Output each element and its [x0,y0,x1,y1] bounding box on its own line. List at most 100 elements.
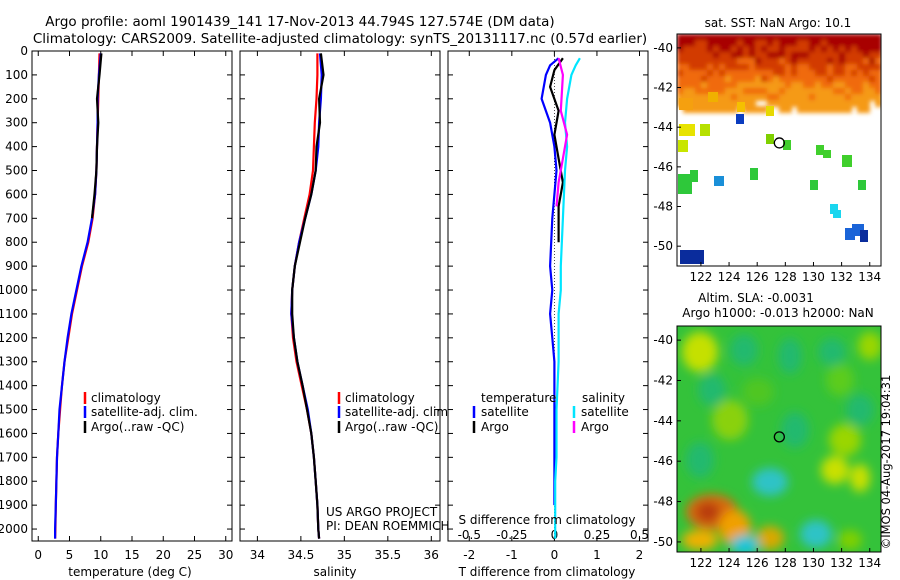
map-y-tick-label: -40 [653,41,673,55]
sst-cell [791,100,798,107]
sst-cell [719,64,726,71]
sst-cell [737,40,744,47]
map-y-tick-label: -44 [653,414,673,428]
sst-cell [767,46,774,53]
sst-cell [851,34,858,41]
sst-cell [689,88,696,95]
sst-cell [677,40,684,47]
sst-cell [707,52,714,59]
sst-cell [857,76,864,83]
sst-cell [845,40,852,47]
sla-blob [781,412,809,448]
sst-cell [707,88,714,95]
sst-patch [860,230,868,242]
sst-cell [677,94,684,101]
difference-legend: temperature salinity satellite Argo sate… [472,391,629,434]
sst-cell [713,46,720,53]
sla-blob [698,374,726,406]
sst-cell [815,46,822,53]
sst-cell [839,52,846,59]
sst-cell [809,46,816,53]
sst-cell [851,70,858,77]
x-tick-label: -2 [463,548,475,562]
sst-cell [851,40,858,47]
sst-cell [695,52,702,59]
sst-cell [845,34,852,41]
map-x-tick-label: 122 [689,556,712,570]
sst-cell [785,58,792,65]
sst-cell [785,94,792,101]
sst-cell [863,94,870,101]
sst-cell [683,58,690,65]
sst-cell [761,88,768,95]
sst-cell [809,34,816,41]
depth-axis: 0 100 200 300 400 500 600 700 800 900 1000 1100 1200… [0,44,28,536]
sst-cell [743,82,750,89]
legend-argo-label: Argo(..raw -QC) [91,420,184,434]
sst-cell [743,64,750,71]
sst-cell [791,46,798,53]
sst-patch [679,124,695,136]
sst-cell [707,100,714,107]
sla-blob [682,332,718,372]
sst-patch [766,106,774,116]
depth-tick-label: 800 [5,235,28,249]
sla-blob [778,338,802,374]
sst-cell [701,76,708,83]
s-tick-label: -0.5 [458,528,481,542]
sst-cell [749,106,756,113]
sst-cell [749,88,756,95]
sst-cell [749,58,756,65]
sst-cell [779,106,786,113]
map-y-tick-label: -40 [653,333,673,347]
sst-cell [713,52,720,59]
legend-salinity-header: salinity [582,391,625,405]
sst-patch [679,98,693,110]
map-x-tick-label: 122 [689,270,712,284]
map-x-tick-label: 126 [746,556,769,570]
legend-satellite-label: satellite-adj. clim. [91,405,198,419]
sst-patch [714,176,724,186]
sst-cell [695,106,702,113]
sla-blob [826,364,854,396]
sst-cell [875,64,881,71]
sst-cell [845,52,852,59]
sst-cell [695,76,702,83]
sst-cell [785,106,792,113]
sst-cell [803,46,810,53]
sst-cell [797,52,804,59]
sst-cell [725,88,732,95]
sst-cell [857,34,864,41]
sst-cell [869,82,876,89]
sla-blob [730,334,758,366]
sst-cell [851,88,858,95]
sst-cell [863,82,870,89]
depth-tick-label: 200 [5,92,28,106]
sst-cell [833,100,840,107]
sst-cell [737,46,744,53]
sst-cell [689,64,696,71]
sst-cell [779,34,786,41]
sst-cell [803,100,810,107]
temperature-axes-frame [31,50,233,542]
sst-cell [701,106,708,113]
depth-tick-label: 1000 [0,283,28,297]
sst-cell [869,34,876,41]
map-x-tick-label: 134 [858,270,881,284]
sla-blob [752,468,788,496]
sst-cell [695,34,702,41]
sst-cell [827,106,834,113]
sst-cell [809,52,816,59]
sst-cell [725,52,732,59]
sst-cell [731,40,738,47]
t-difference-x-label: T difference from climatology [458,565,636,579]
sst-patch [678,140,688,152]
sst-cell [695,64,702,71]
sst-cell [851,76,858,83]
sst-cell [749,46,756,53]
sla-blob [800,520,832,548]
sst-cell [833,82,840,89]
sla-blob [850,464,870,492]
sst-cell [701,34,708,41]
